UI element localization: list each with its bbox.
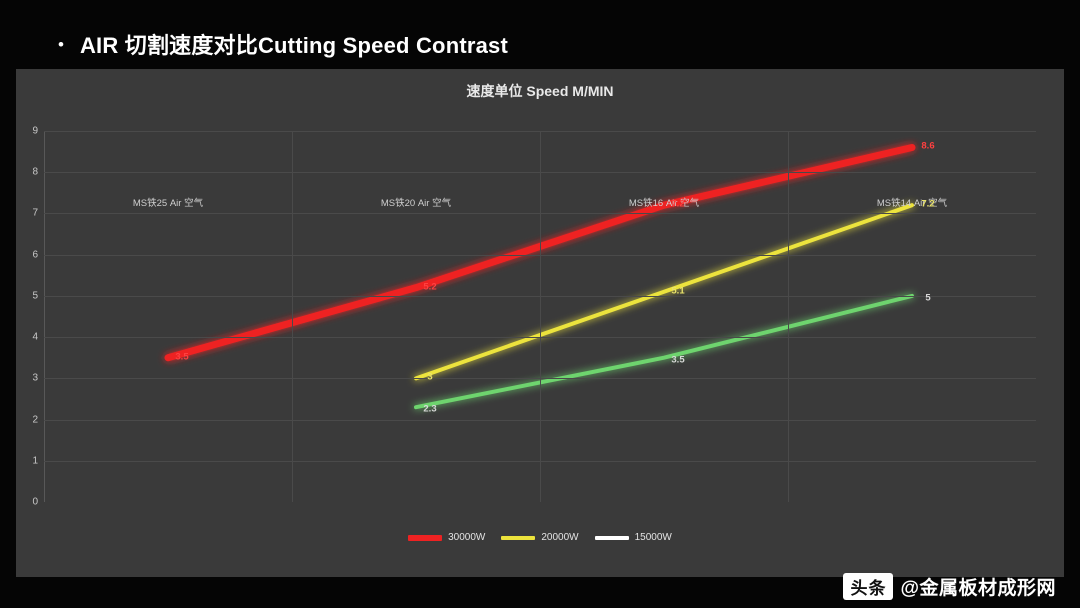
y-axis-line — [44, 131, 45, 502]
x-gridline — [788, 131, 789, 502]
series-line-20000W — [414, 203, 914, 381]
y-axis-tick-label: 1 — [32, 455, 39, 467]
legend-item-20000W[interactable]: 20000W — [501, 532, 579, 543]
page-title: AIR 切割速度对比Cutting Speed Contrast — [79, 33, 509, 58]
data-point-label: 5.2 — [423, 281, 437, 293]
legend-swatch-icon — [594, 535, 629, 540]
legend-swatch-icon — [501, 535, 536, 540]
data-point-label: 3.5 — [175, 351, 189, 363]
y-axis-tick-label: 5 — [32, 290, 39, 302]
x-gridline — [292, 131, 293, 502]
y-axis-tick-label: 8 — [32, 166, 39, 178]
y-axis-tick-label: 4 — [32, 331, 39, 343]
legend-swatch-icon — [408, 534, 443, 541]
x-axis-tick-label: MS铁16 Air 空气 — [628, 198, 700, 209]
legend-label: 30000W — [448, 532, 486, 543]
chart-panel: 速度单位 Speed M/MIN 0 1 2 3 4 5 6 7 8 9 MS铁25 Air 空气 M… — [16, 69, 1064, 577]
bullet-icon: • — [58, 34, 64, 54]
x-axis-tick-label: MS铁20 Air 空气 — [380, 198, 452, 209]
legend-label: 20000W — [541, 532, 579, 543]
data-point-label: 7.2 — [921, 198, 935, 210]
data-point-label: 2.3 — [423, 403, 437, 415]
data-point-label: 5.1 — [671, 285, 685, 297]
plot-area: 0 1 2 3 4 5 6 7 8 9 MS铁25 Air 空气 MS铁20 Air 空气 MS铁16 … — [33, 126, 1036, 508]
data-point-label: 5 — [925, 292, 931, 304]
legend-label: 15000W — [634, 532, 672, 543]
data-point-label: 7.2 — [671, 198, 685, 210]
chart-legend: 30000W 20000W 15000W — [16, 532, 1064, 543]
legend-item-15000W[interactable]: 15000W — [594, 532, 672, 543]
data-point-label: 8.6 — [921, 140, 935, 152]
data-point-label: 3.5 — [671, 354, 685, 366]
legend-item-30000W[interactable]: 30000W — [408, 532, 485, 543]
x-axis-tick-label: MS铁25 Air 空气 — [132, 198, 204, 209]
watermark-text: @金属板材成形网 — [900, 578, 1056, 599]
y-axis-tick-label: 2 — [32, 414, 39, 426]
slide-title-row: • AIR 切割速度对比Cutting Speed Contrast — [0, 22, 1080, 66]
watermark: 头条 @金属板材成形网 — [843, 573, 1056, 600]
watermark-badge: 头条 — [843, 573, 894, 600]
series-line-15000W — [414, 293, 914, 410]
y-axis-tick-label: 7 — [32, 207, 39, 219]
x-axis-tick-label: MS铁14 Air 空气 — [876, 198, 948, 209]
x-gridline — [540, 131, 541, 502]
y-axis-tick-label: 6 — [32, 249, 39, 261]
y-axis-tick-label: 9 — [32, 125, 39, 137]
y-axis-tick-label: 0 — [32, 496, 39, 508]
plot-inner: 0 1 2 3 4 5 6 7 8 9 MS铁25 Air 空气 MS铁20 Air 空气 MS铁16 … — [33, 126, 1036, 508]
data-point-label: 3 — [427, 371, 433, 383]
y-axis-tick-label: 3 — [32, 372, 39, 384]
chart-title: 速度单位 Speed M/MIN — [466, 83, 614, 99]
